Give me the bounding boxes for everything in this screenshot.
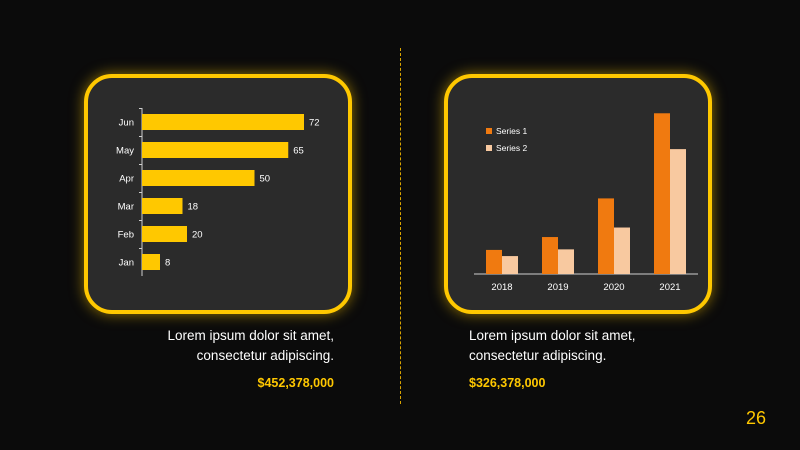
y-tick-label: May (116, 146, 134, 157)
y-tick-label: Jun (119, 118, 134, 129)
right-amount: $326,378,000 (469, 376, 546, 390)
data-label: 65 (293, 146, 304, 157)
right-caption-line1: Lorem ipsum dolor sit amet, (469, 328, 636, 343)
bar-series-1-2021 (654, 113, 670, 274)
right-caption-line2: consectetur adipiscing. (469, 348, 607, 363)
bar-series-1-2020 (598, 198, 614, 274)
x-tick-label: 2020 (603, 282, 624, 293)
bar-jan (142, 254, 160, 270)
data-label: 18 (188, 202, 199, 213)
legend-swatch (486, 128, 492, 134)
x-tick-label: 2018 (491, 282, 512, 293)
bar-series-1-2019 (542, 237, 558, 274)
bar-may (142, 142, 289, 158)
left-caption-line1: Lorem ipsum dolor sit amet, (167, 328, 334, 343)
legend-label: Series 1 (496, 126, 527, 136)
x-tick-label: 2021 (659, 282, 680, 293)
slide-number: 26 (745, 408, 766, 428)
bar-series-1-2018 (486, 249, 502, 274)
right-caption: Lorem ipsum dolor sit amet, consectetur … (469, 326, 636, 366)
left-caption-line2: consectetur adipiscing. (196, 348, 334, 363)
data-label: 50 (260, 174, 271, 185)
y-tick-label: Apr (119, 174, 134, 185)
horizontal-bar-chart: Jun 72 May 65 Apr 50 Mar 18 Feb 20 Jan 8 (116, 108, 320, 276)
y-tick-label: Feb (118, 230, 134, 241)
bar-series-2-2018 (502, 256, 518, 274)
legend-swatch (486, 145, 492, 151)
data-label: 72 (309, 118, 320, 129)
x-tick-label: 2019 (547, 282, 568, 293)
column-chart: 2018 2019 2020 2021 Series 1 Series 2 (474, 113, 698, 293)
y-tick-label: Jan (119, 258, 134, 269)
left-chart-card: Jun 72 May 65 Apr 50 Mar 18 Feb 20 Jan 8 (84, 74, 352, 314)
right-chart-card: 2018 2019 2020 2021 Series 1 Series 2 (444, 74, 712, 314)
bar-series-2-2019 (558, 249, 574, 274)
bar-apr (142, 170, 255, 186)
bar-mar (142, 198, 183, 214)
center-divider (400, 48, 401, 404)
legend-label: Series 2 (496, 143, 527, 153)
data-label: 20 (192, 230, 203, 241)
bar-series-2-2020 (614, 227, 630, 274)
left-amount: $452,378,000 (257, 376, 334, 390)
left-caption: Lorem ipsum dolor sit amet, consectetur … (167, 326, 334, 366)
y-tick-label: Mar (118, 202, 134, 213)
bar-feb (142, 226, 187, 242)
bar-series-2-2021 (670, 149, 686, 274)
bar-jun (142, 114, 304, 130)
data-label: 8 (165, 258, 170, 269)
